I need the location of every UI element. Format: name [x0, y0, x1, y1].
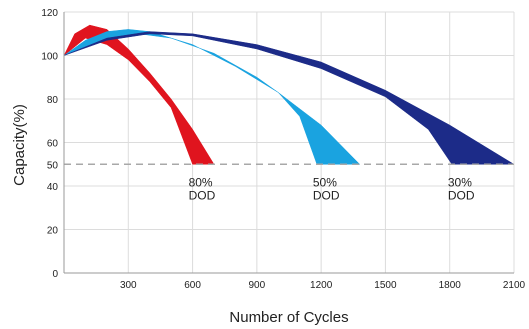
y-tick-label: 120: [41, 8, 58, 19]
series-label-3: DOD: [448, 188, 475, 202]
series-label-1: DOD: [189, 188, 216, 202]
series-label-2: 50%: [313, 175, 337, 189]
series-band-3: [63, 31, 515, 165]
series-label-2: DOD: [313, 188, 340, 202]
y-tick-label: 0: [52, 269, 58, 280]
y-axis-label: Capacity(%): [11, 104, 28, 186]
x-tick-label: 1500: [374, 280, 397, 291]
y-tick-label: 80: [47, 95, 59, 106]
x-tick-label: 300: [120, 280, 137, 291]
axes: [63, 12, 514, 274]
y-tick-label: 60: [47, 139, 59, 150]
x-tick-label: 900: [249, 280, 266, 291]
y-tick-label: 100: [41, 52, 58, 63]
y-tick-label: 50: [47, 160, 59, 171]
y-tick-label: 20: [47, 226, 59, 237]
x-axis-label: Number of Cycles: [229, 309, 348, 326]
x-tick-label: 1200: [310, 280, 333, 291]
tick-labels: 0 20 40 50 60 80 100 120 300 600 900 1200 1500 1800 21…: [41, 8, 525, 291]
series-label-1: 80%: [189, 175, 213, 189]
x-tick-label: 600: [184, 280, 201, 291]
series-label-3: 30%: [448, 175, 472, 189]
x-tick-label: 2100: [503, 280, 526, 291]
y-tick-label: 40: [47, 182, 59, 193]
series-band-1: [63, 24, 215, 165]
series-areas: [63, 24, 515, 165]
x-tick-label: 1800: [439, 280, 462, 291]
series-band-2: [63, 29, 360, 165]
